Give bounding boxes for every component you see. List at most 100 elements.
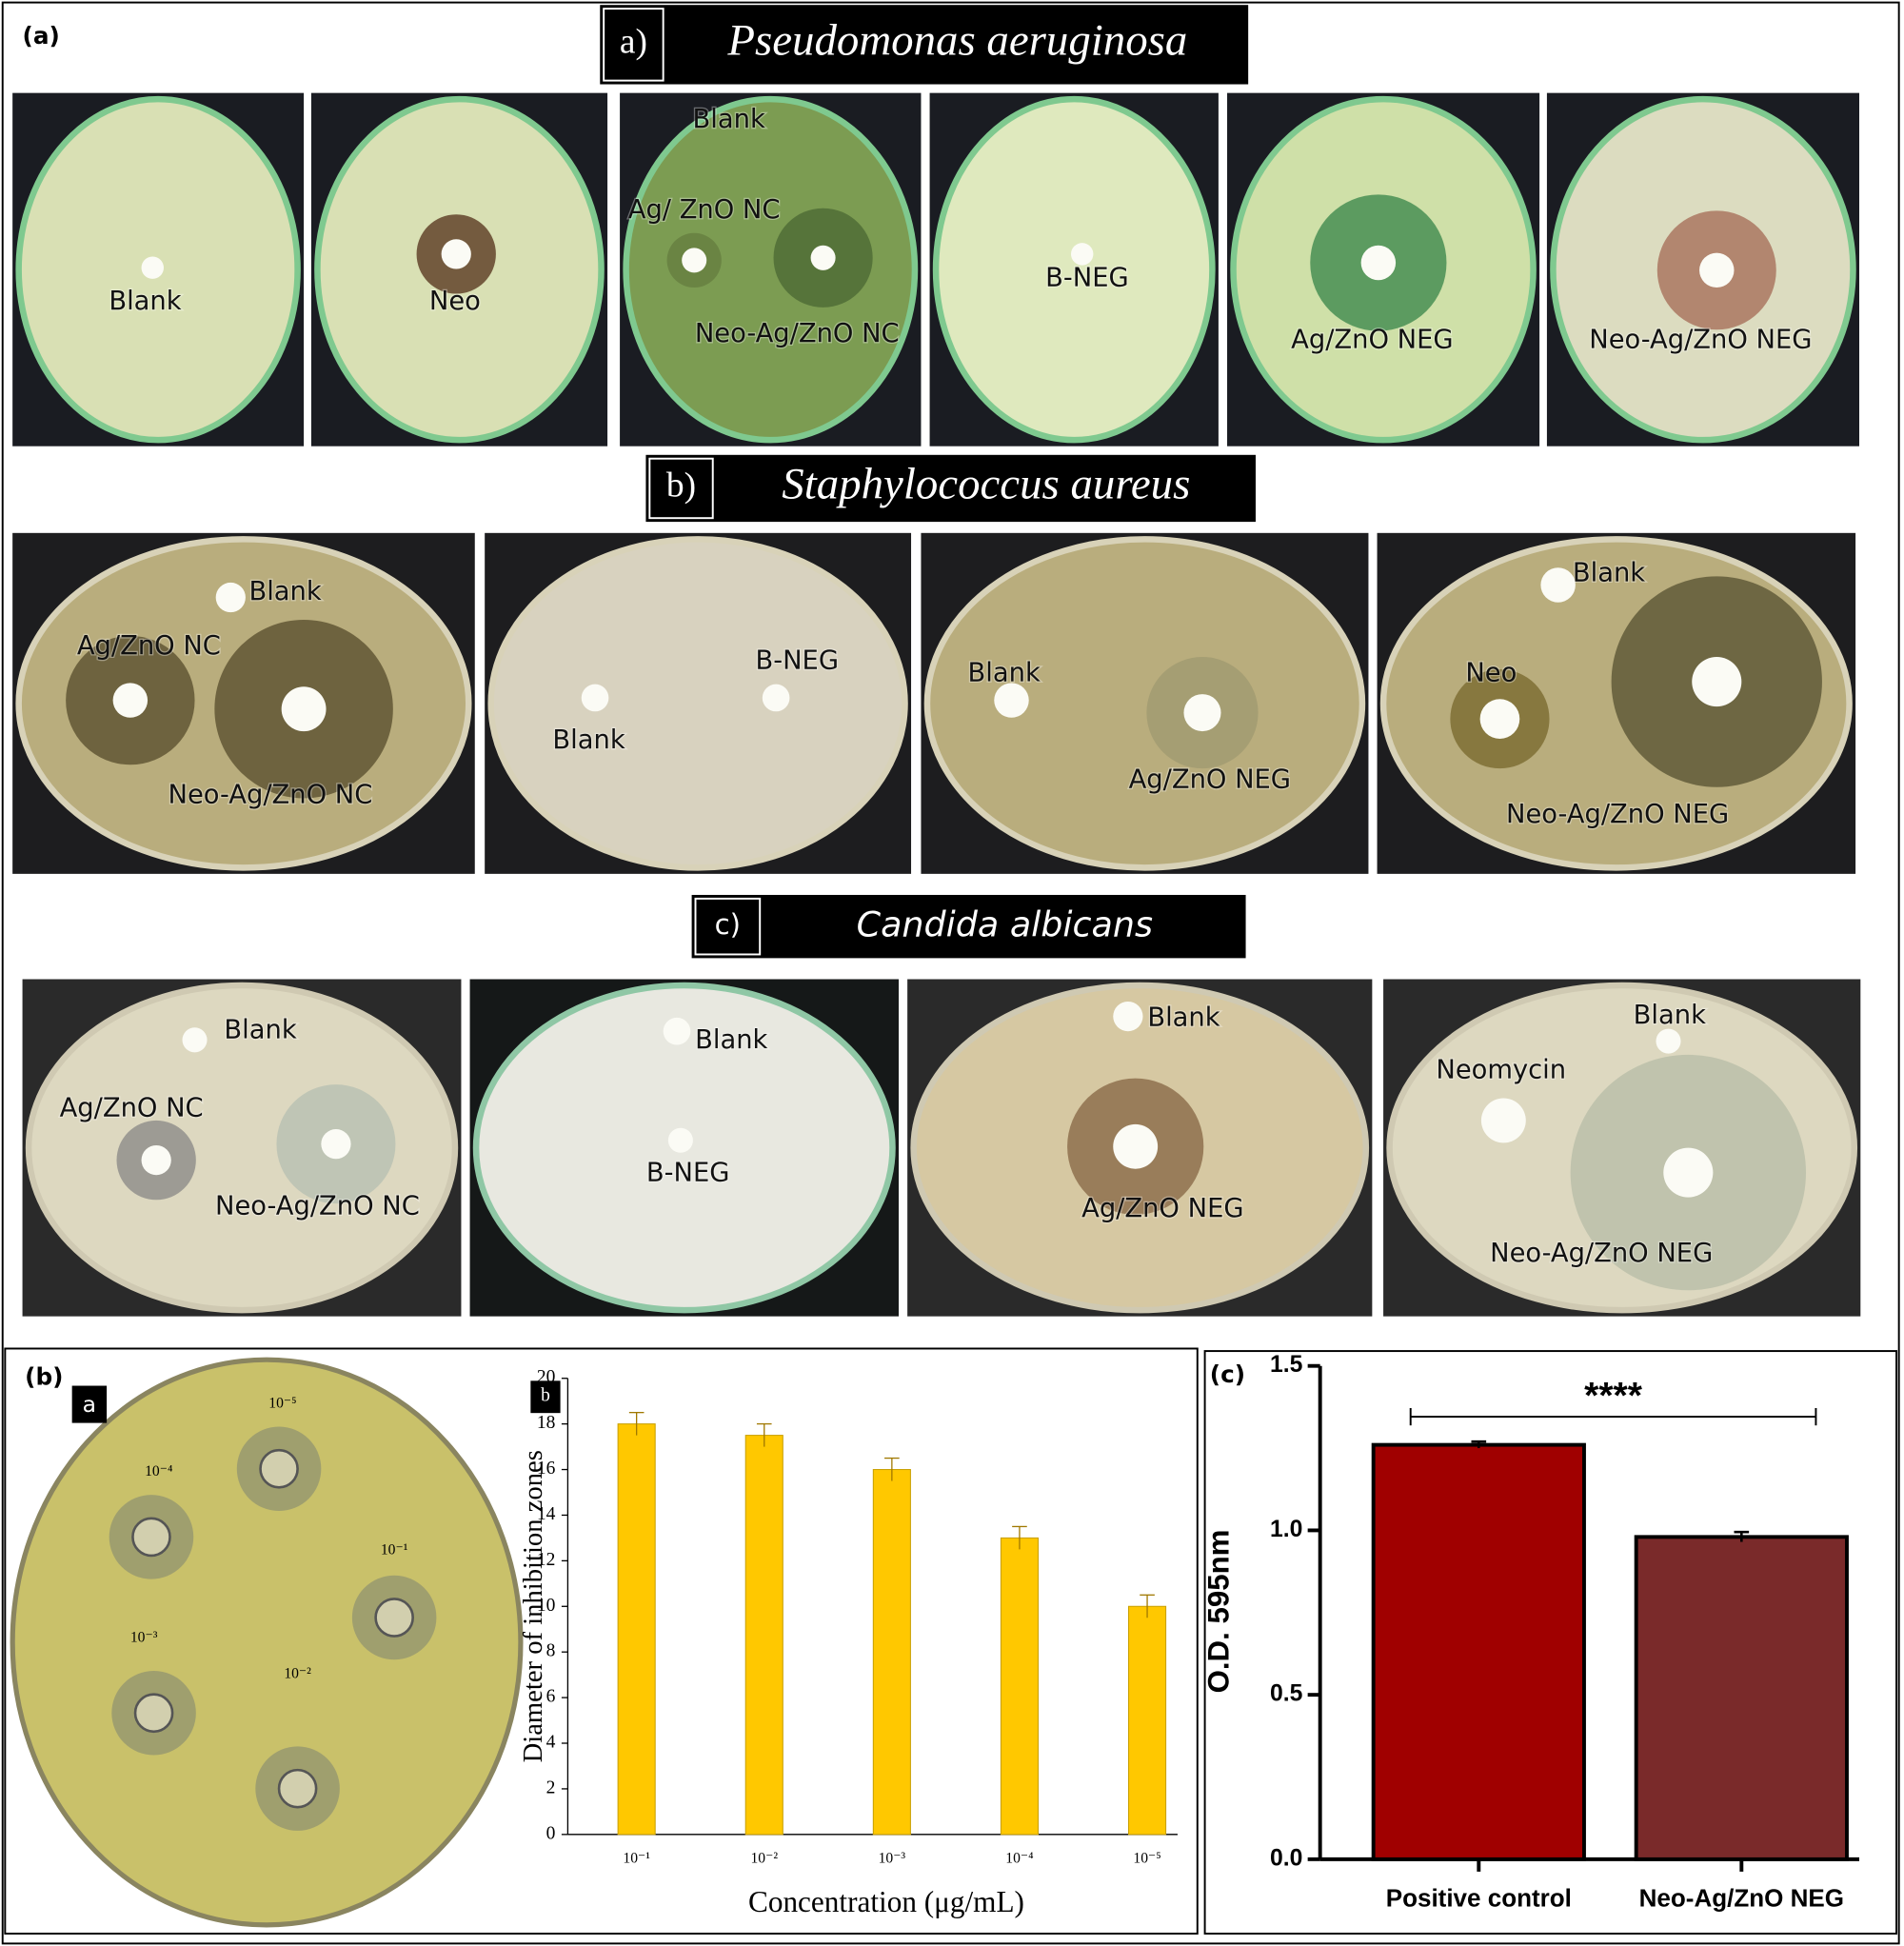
disc: [1070, 243, 1094, 266]
plate-label: Blank: [109, 287, 181, 316]
x-tick-label: 10⁻⁴: [1005, 1850, 1033, 1866]
petri-dish: [25, 982, 459, 1314]
disc: [281, 686, 327, 732]
x-tick-label: 10⁻³: [879, 1850, 906, 1866]
petri-dish: [932, 95, 1216, 444]
disc: [1480, 1098, 1526, 1143]
disc: [141, 1144, 171, 1176]
plate-label: Ag/ ZnO NC: [628, 195, 781, 225]
bar: [617, 1423, 656, 1836]
plate-label: Neomycin: [1436, 1055, 1566, 1084]
chart-tag-box: [530, 1380, 561, 1414]
plate-label: Neo: [1465, 659, 1517, 688]
bar: [744, 1435, 783, 1836]
section-letter-box: [603, 8, 664, 82]
x-tick-label: Neo-Ag/ZnO NEG: [1639, 1884, 1844, 1913]
panel-tag: (c): [1210, 1360, 1245, 1388]
y-tick-label: 12: [537, 1550, 556, 1570]
plate-label: Blank: [552, 725, 625, 755]
plate-label: Neo-Ag/ZnO NC: [169, 780, 373, 809]
plate-photo: Blank Ag/ZnO NEG: [907, 979, 1373, 1317]
plate-photo: Ag/ZnO NEG: [1227, 92, 1540, 447]
plate-photo: Blank: [12, 92, 305, 447]
plate-label: Ag/ZnO NEG: [1081, 1194, 1243, 1223]
dilution-label: 10⁻⁴: [145, 1463, 172, 1479]
panel-b-border: [4, 1347, 1199, 1935]
plate-label: Blank: [224, 1016, 296, 1045]
dilution-label: 10⁻⁵: [268, 1396, 296, 1412]
panel-tag: (b): [25, 1363, 63, 1391]
plate-photo: Blank Ag/ZnO NEG: [921, 532, 1369, 874]
disc: [810, 245, 836, 270]
plate-label: Neo: [429, 287, 481, 316]
x-tick-label: 10⁻¹: [623, 1850, 650, 1866]
bar: [872, 1469, 911, 1836]
y-tick-label: 6: [546, 1687, 556, 1707]
disc: [182, 1027, 208, 1053]
plate-label: Neo-Ag/ZnO NC: [695, 319, 900, 348]
y-tick-label: 18: [537, 1413, 556, 1433]
significance-annotation: ****: [1584, 1376, 1643, 1417]
section-organism: Staphylococcus aureus: [782, 460, 1190, 509]
disc: [667, 1127, 693, 1153]
section-letter: b): [666, 467, 696, 506]
y-tick-label: 1.0: [1270, 1517, 1302, 1542]
x-tick-label: 10⁻²: [750, 1850, 778, 1866]
plate-photo: Neo: [310, 92, 608, 447]
section-organism: Candida albicans: [857, 904, 1153, 945]
panel-c-border: [1203, 1350, 1898, 1935]
well: [259, 1448, 299, 1489]
disc: [1479, 699, 1520, 739]
section-letter-box: [694, 897, 762, 956]
disc: [1113, 1123, 1159, 1169]
disc: [663, 1017, 691, 1045]
section-letter: a): [620, 22, 647, 61]
disc: [141, 256, 164, 279]
disc: [994, 683, 1029, 718]
plate-label: B-NEG: [1045, 263, 1129, 292]
disc: [1656, 1028, 1681, 1054]
error-bar: [628, 1412, 645, 1436]
section-title-box: [691, 894, 1246, 959]
disc: [112, 683, 149, 718]
disc: [1540, 567, 1576, 603]
y-axis-label: O.D. 595nm: [1202, 1530, 1236, 1694]
plate-label: Ag/ZnO NEG: [1129, 765, 1291, 795]
plate-photo: Blank Ag/ZnO NC Neo-Ag/ZnO NC: [12, 532, 475, 874]
section-letter-box: [648, 457, 714, 520]
y-tick-label: 0.5: [1270, 1681, 1303, 1707]
dilution-label: 10⁻³: [130, 1630, 158, 1646]
well: [133, 1693, 174, 1734]
section-letter: c): [715, 908, 741, 941]
well: [131, 1517, 171, 1558]
photo-tag: a: [83, 1391, 96, 1418]
disc: [1183, 694, 1221, 732]
plate-label: B-NEG: [646, 1158, 730, 1187]
plate-label: Ag/ZnO NC: [77, 631, 221, 661]
petri-dish: [623, 95, 919, 444]
petri-dish: [923, 536, 1366, 871]
disc: [1663, 1147, 1714, 1198]
plate-label: Blank: [1147, 1003, 1220, 1033]
plate-label: Ag/ZnO NEG: [1291, 326, 1453, 355]
y-tick-label: 16: [537, 1459, 556, 1479]
y-tick-label: 2: [546, 1777, 556, 1797]
disc: [1692, 657, 1742, 707]
plate-label: Ag/ZnO NC: [60, 1094, 204, 1123]
plate-label: Blank: [1573, 558, 1645, 587]
plate-label: B-NEG: [756, 646, 840, 676]
plate-photo: Blank Neomycin Neo-Ag/ZnO NEG: [1383, 979, 1861, 1317]
disc: [682, 248, 707, 273]
plate-label: Neo-Ag/ZnO NEG: [1506, 800, 1729, 829]
disc: [1360, 245, 1397, 281]
plate-photo: Blank Ag/ZnO NC Neo-Ag/ZnO NC: [22, 979, 462, 1317]
disc: [215, 582, 246, 613]
photo-tag-box: [71, 1385, 108, 1423]
plate-label: Blank: [693, 105, 765, 134]
dilution-label: 10⁻²: [284, 1665, 311, 1681]
bar: [1128, 1605, 1167, 1836]
section-organism: Pseudomonas aeruginosa: [726, 16, 1187, 66]
x-axis-label: Concentration (μg/mL): [748, 1885, 1024, 1918]
chart-tag: b: [541, 1386, 550, 1406]
